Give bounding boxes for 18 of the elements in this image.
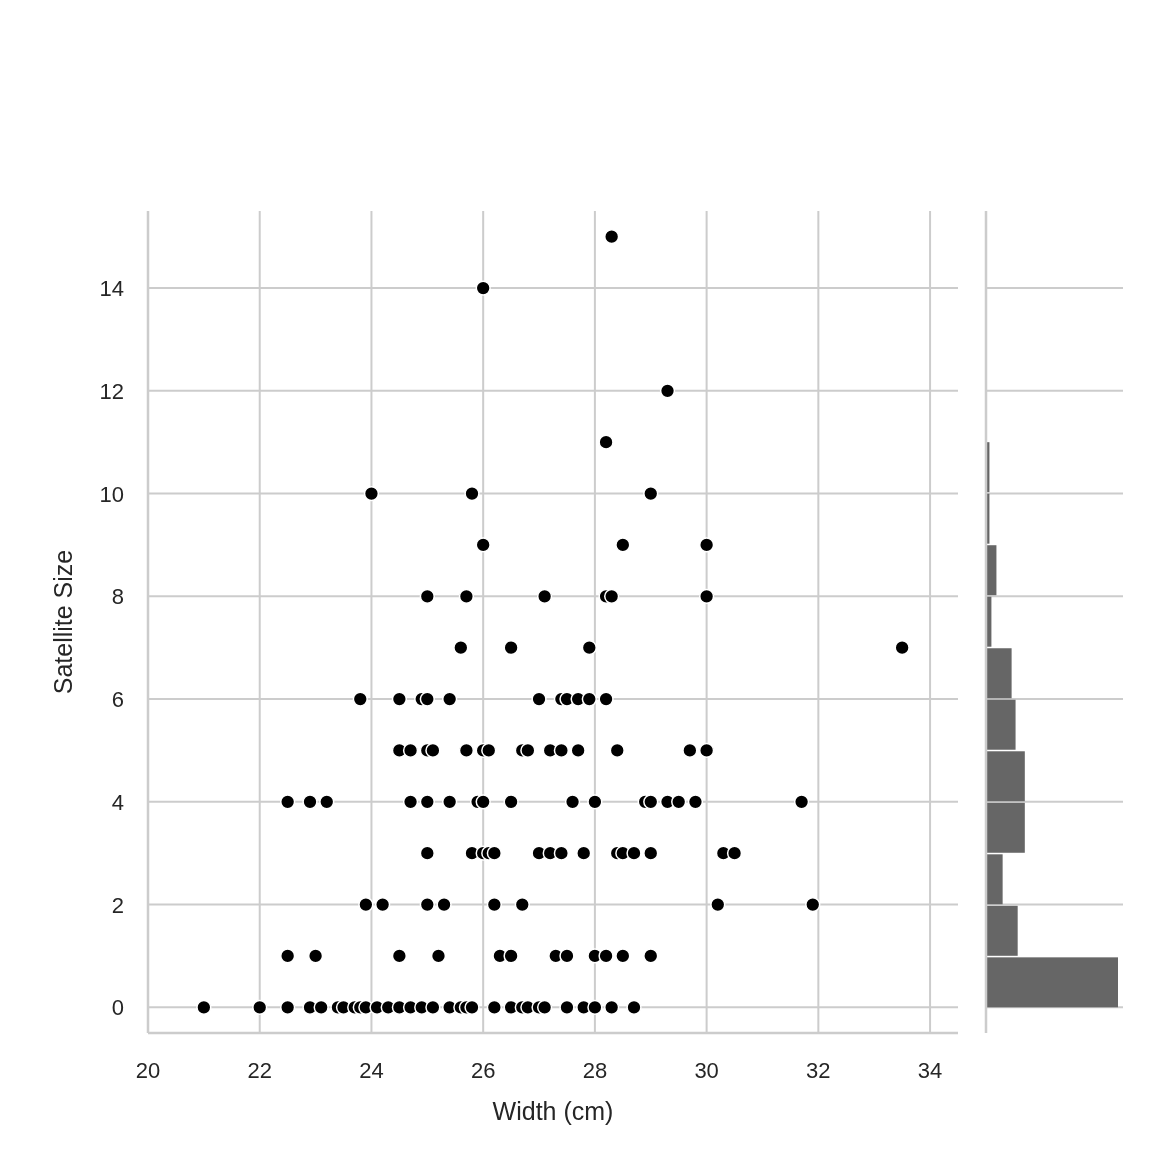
x-tick-label: 22 bbox=[247, 1058, 272, 1083]
y-tick-label: 0 bbox=[111, 995, 124, 1021]
y-tick-label: 6 bbox=[111, 687, 124, 713]
x-tick-label: 20 bbox=[135, 1058, 161, 1083]
x-tick-label: 30 bbox=[694, 1058, 719, 1083]
y-tick-label: 10 bbox=[99, 481, 124, 507]
y-tick-label: 14 bbox=[99, 276, 124, 302]
x-axis-title: Width (cm) bbox=[492, 1097, 614, 1125]
x-tick-label: 34 bbox=[917, 1058, 943, 1083]
y-tick-label: 4 bbox=[111, 789, 124, 815]
y-tick-label: 8 bbox=[111, 584, 124, 610]
x-tick-label: 26 bbox=[470, 1058, 496, 1083]
x-tick-label: 32 bbox=[806, 1058, 831, 1083]
y-tick-label: 2 bbox=[111, 892, 124, 918]
x-tick-label: 28 bbox=[582, 1058, 608, 1083]
y-axis-title: Satellite Size bbox=[49, 549, 77, 695]
x-tick-label: 24 bbox=[359, 1058, 384, 1083]
y-tick-label: 12 bbox=[99, 378, 124, 404]
